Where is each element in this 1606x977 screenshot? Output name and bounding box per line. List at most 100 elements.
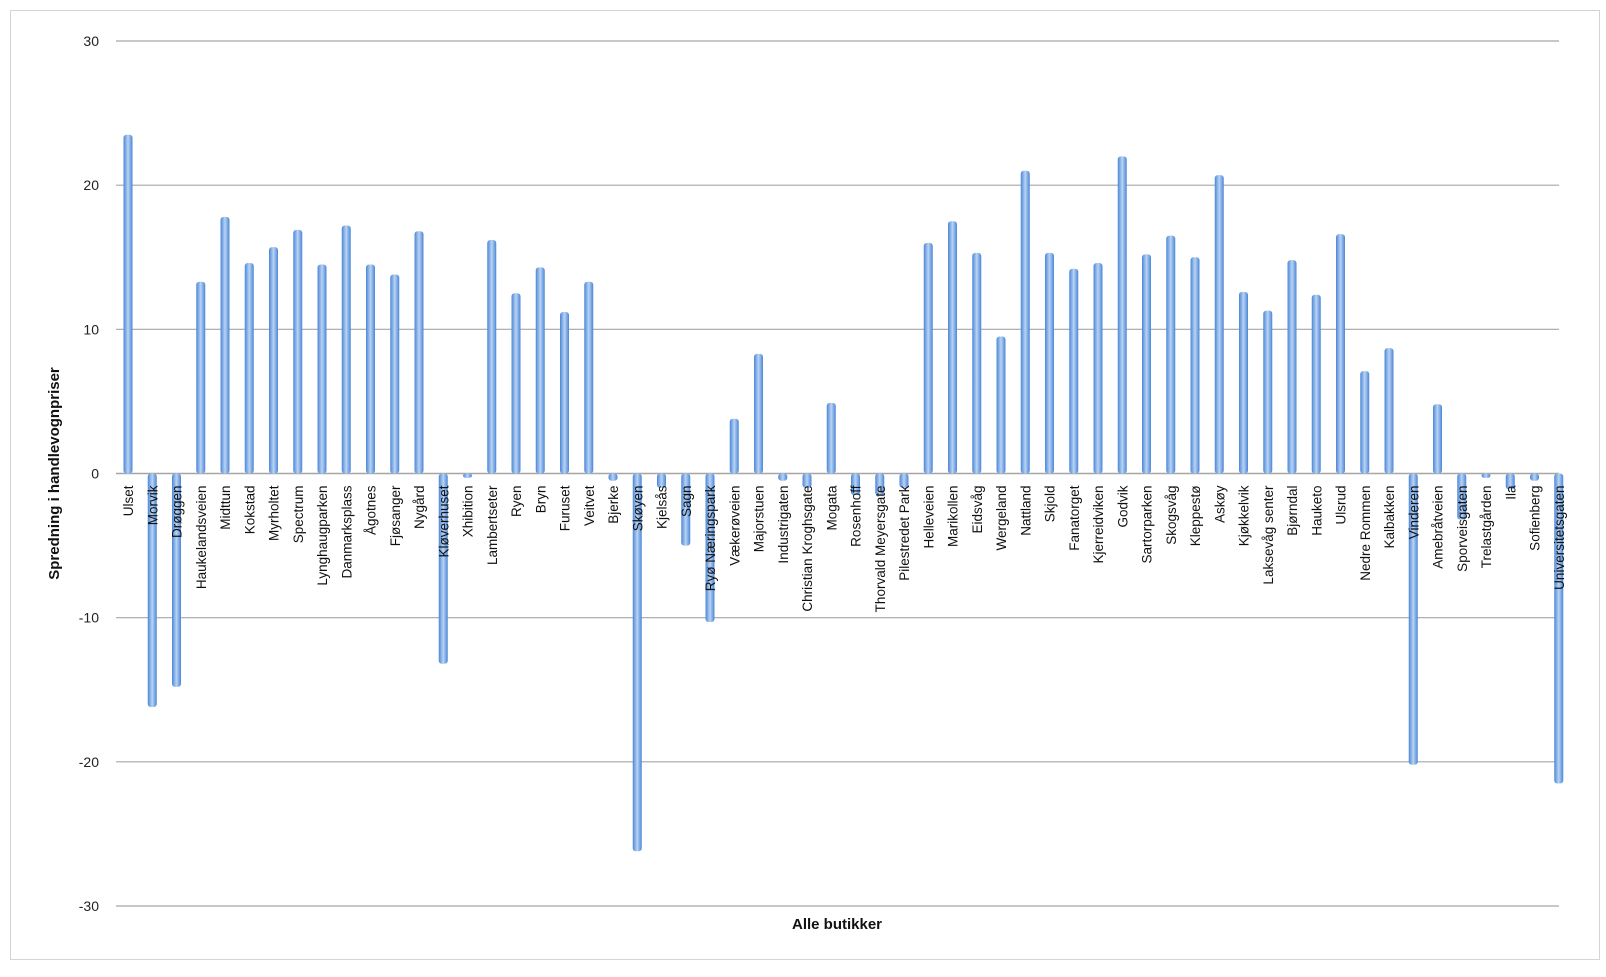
category-label: Drøggen [170, 486, 185, 539]
bar-18 [560, 312, 569, 474]
category-label: Wergeland [994, 486, 1009, 551]
bar-3 [196, 281, 206, 474]
y-tick-label: -20 [79, 754, 99, 770]
category-label: Sartorparken [1140, 486, 1155, 564]
category-label: Lambertseter [485, 485, 500, 565]
bar-38 [1045, 252, 1054, 474]
bar-8 [317, 264, 327, 474]
bar-42 [1142, 254, 1151, 474]
bar-47 [1263, 310, 1273, 474]
category-label: Ulsrud [1334, 486, 1349, 525]
category-label: Veitvet [582, 485, 597, 526]
bar-2 [172, 473, 181, 687]
bar-4 [220, 216, 230, 474]
category-label: Laksevåg senter [1261, 485, 1276, 585]
y-tick-label: 0 [91, 466, 99, 482]
category-label: Vinderen [1406, 486, 1421, 540]
category-label: Spectrum [291, 486, 306, 544]
bar-54 [1433, 404, 1442, 474]
bar-chart: 30 20 10 0 -10 -20 -30 Ulset Morvik Drøggen Hauke… [46, 33, 1567, 933]
bar-50 [1336, 234, 1345, 474]
category-label: Trelastgården [1479, 486, 1494, 569]
category-label: Mogata [824, 485, 839, 531]
category-label: Amebråtveien [1431, 486, 1446, 569]
bar-32 [899, 473, 909, 488]
bar-34 [948, 221, 957, 474]
bar-37 [1020, 170, 1030, 474]
category-label: Xhibition [461, 486, 476, 538]
category-label: Vækerøveien [727, 486, 742, 566]
category-label: Kjerreidviken [1091, 486, 1106, 564]
category-label: Rosenhoff [849, 485, 864, 547]
category-label: Bjørndal [1285, 486, 1300, 536]
category-label: Kalbakken [1382, 486, 1397, 549]
y-tick-label: -30 [79, 898, 99, 914]
category-label: Universitetsgaten [1552, 486, 1567, 590]
bar-26 [754, 353, 763, 474]
bar-52 [1384, 348, 1394, 474]
category-label: Christian Kroghsgate [800, 486, 815, 612]
category-label: Sporveisgaten [1455, 486, 1470, 572]
x-axis-title: Alle butikker [792, 916, 882, 933]
category-label: Midttun [218, 486, 233, 530]
bar-36 [996, 336, 1006, 474]
chart-frame: 30 20 10 0 -10 -20 -30 Ulset Morvik Drøggen Hauke… [10, 10, 1600, 960]
category-label: Ulset [121, 485, 136, 516]
bar-17 [535, 267, 545, 474]
category-label: Pilestredet Park [897, 485, 912, 581]
category-label: Eidsvåg [970, 486, 985, 534]
category-label: Bryn [533, 486, 548, 514]
category-label: Furuset [558, 485, 573, 531]
bar-33 [923, 242, 933, 474]
category-label: Industrigaten [776, 486, 791, 564]
category-label: Ågotnes [364, 485, 379, 535]
bar-6 [269, 247, 278, 474]
category-label: Skogsvåg [1164, 486, 1179, 545]
category-label: Sofienberg [1528, 486, 1543, 551]
category-label: Kjøkkelvik [1237, 485, 1252, 546]
y-tick-label: 10 [83, 321, 99, 337]
bar-44 [1190, 257, 1200, 474]
bar-31 [875, 473, 885, 496]
category-label: Sagn [679, 486, 694, 518]
category-label: Majorstuen [752, 486, 767, 553]
category-label: Thorvald Meyersgate [873, 486, 888, 613]
bar-48 [1287, 260, 1297, 474]
bar-40 [1093, 263, 1103, 474]
category-label: Kjelsås [655, 485, 670, 529]
bar-35 [972, 252, 982, 474]
bar-41 [1117, 156, 1127, 474]
category-label: Haukelandsveien [194, 486, 209, 590]
bar-46 [1239, 291, 1248, 474]
bar-21 [632, 473, 642, 852]
category-label: Skøyen [630, 486, 645, 532]
category-label: Marikollen [946, 486, 961, 548]
gridlines [116, 40, 1559, 907]
category-label: Ryø Næringspark [703, 485, 718, 591]
bar-9 [341, 225, 351, 474]
category-label: Ila [1503, 485, 1518, 500]
bar-29 [826, 402, 836, 474]
bar-59 [1554, 473, 1564, 784]
bar-55 [1457, 473, 1467, 520]
bar-14 [463, 473, 472, 478]
bar-0 [123, 134, 133, 474]
bar-20 [608, 473, 618, 481]
bars [123, 134, 1564, 852]
bar-11 [390, 274, 400, 474]
bar-49 [1311, 294, 1321, 474]
category-label: Kløverhuset [436, 485, 451, 557]
bar-27 [778, 473, 788, 481]
bar-10 [366, 264, 375, 474]
category-label: Kleppestø [1188, 486, 1203, 547]
category-label: Fanatorget [1067, 485, 1082, 551]
category-label: Askøy [1212, 485, 1227, 523]
y-tick-label: -10 [79, 610, 99, 626]
category-label: Morvik [145, 485, 160, 525]
bar-13 [438, 473, 448, 664]
bar-24 [705, 473, 715, 622]
category-label: Helleveien [921, 486, 936, 549]
bar-58 [1530, 473, 1539, 481]
category-label: Fjøsanger [388, 485, 403, 546]
category-label: Hauketo [1309, 486, 1324, 536]
